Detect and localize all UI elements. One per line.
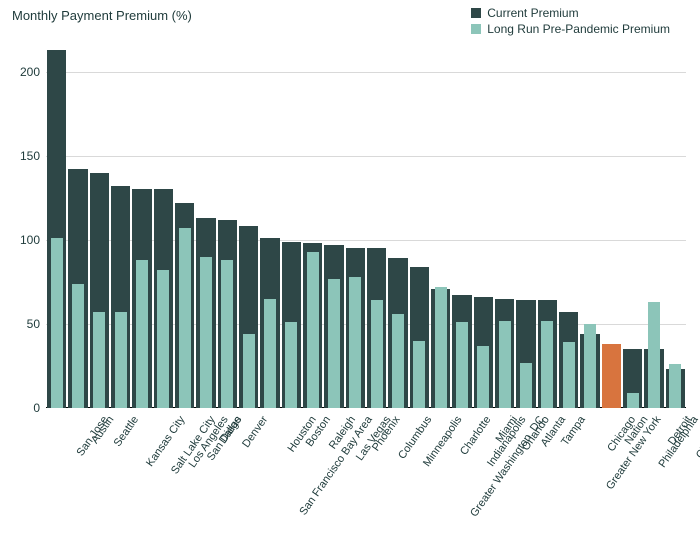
bar-group (89, 38, 110, 408)
bar-group (643, 38, 664, 408)
y-tick-label: 0 (33, 401, 46, 415)
bar-group (174, 38, 195, 408)
bar-group (323, 38, 344, 408)
y-axis-title: Monthly Payment Premium (%) (12, 8, 192, 23)
bar-longrun (456, 322, 468, 408)
legend-item: Long Run Pre-Pandemic Premium (471, 22, 670, 36)
bar-group (601, 38, 622, 408)
bar-longrun (264, 299, 276, 408)
y-tick-label: 200 (20, 65, 46, 79)
bar-longrun (157, 270, 169, 408)
legend-swatch-current (471, 8, 481, 18)
y-tick-label: 150 (20, 149, 46, 163)
bar-longrun (93, 312, 105, 408)
plot-area: 050100150200San JoseAustinSeattleKansas … (46, 38, 686, 408)
y-tick-label: 50 (27, 317, 46, 331)
bar-longrun (648, 302, 660, 408)
bar-group (67, 38, 88, 408)
bar-longrun (477, 346, 489, 408)
bar-longrun (349, 277, 361, 408)
bar-longrun (72, 284, 84, 408)
bar-longrun (115, 312, 127, 408)
bar-group (430, 38, 451, 408)
bar-group (387, 38, 408, 408)
bar-group (195, 38, 216, 408)
bar-longrun (221, 260, 233, 408)
bar-longrun (627, 393, 639, 408)
bar-longrun (136, 260, 148, 408)
bar-longrun (584, 324, 596, 408)
bar-longrun (371, 300, 383, 408)
bar-longrun (285, 322, 297, 408)
y-tick-label: 100 (20, 233, 46, 247)
bar-longrun (499, 321, 511, 408)
bar-group (409, 38, 430, 408)
bar-current (602, 344, 622, 408)
bar-group (579, 38, 600, 408)
bar-group (473, 38, 494, 408)
legend-label: Current Premium (487, 6, 578, 20)
bar-group (131, 38, 152, 408)
bar-group (110, 38, 131, 408)
bar-group (665, 38, 686, 408)
bar-group (302, 38, 323, 408)
bar-longrun (413, 341, 425, 408)
bar-longrun (520, 363, 532, 408)
legend-label: Long Run Pre-Pandemic Premium (487, 22, 670, 36)
bar-group (345, 38, 366, 408)
bar-group (259, 38, 280, 408)
bar-group (217, 38, 238, 408)
bar-group (622, 38, 643, 408)
x-tick-label: Denver (240, 414, 270, 450)
bar-longrun (541, 321, 553, 408)
bar-longrun (243, 334, 255, 408)
bar-group (515, 38, 536, 408)
bar-group (558, 38, 579, 408)
legend-item: Current Premium (471, 6, 670, 20)
bar-longrun (51, 238, 63, 408)
x-tick-label: Seattle (112, 414, 141, 449)
bar-longrun (179, 228, 191, 408)
legend-swatch-longrun (471, 24, 481, 34)
bar-longrun (307, 252, 319, 408)
bar-longrun (392, 314, 404, 408)
bar-longrun (435, 287, 447, 408)
bar-longrun (328, 279, 340, 409)
bar-longrun (563, 342, 575, 408)
bar-group (451, 38, 472, 408)
bar-group (537, 38, 558, 408)
bar-longrun (669, 364, 681, 408)
bar-group (153, 38, 174, 408)
legend: Current Premium Long Run Pre-Pandemic Pr… (471, 6, 670, 38)
bar-group (494, 38, 515, 408)
bar-group (46, 38, 67, 408)
bar-group (238, 38, 259, 408)
bar-longrun (200, 257, 212, 408)
bar-group (281, 38, 302, 408)
bar-group (366, 38, 387, 408)
